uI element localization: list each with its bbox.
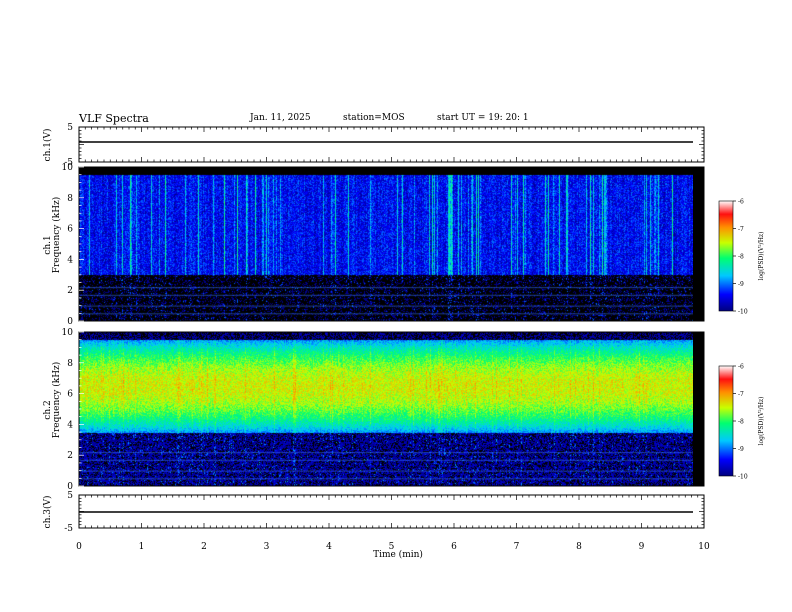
- x-tick-label: 7: [514, 542, 520, 552]
- station-label: station=MOS: [343, 113, 405, 123]
- colorbar-ch2-gradient: [718, 365, 734, 477]
- colorbar-tick-label: -6: [738, 364, 744, 371]
- colorbar-tick-label: -6: [738, 199, 744, 206]
- colorbar-tick-label: -10: [738, 474, 748, 481]
- x-tick-label: 2: [201, 542, 207, 552]
- y-tick-label: 6: [67, 390, 73, 400]
- chart-title: VLF Spectra: [79, 112, 149, 125]
- panel-ch1-voltage: [78, 126, 705, 163]
- ylabel-ch1-spectrogram-channel: ch.1: [43, 235, 53, 254]
- x-tick-label: 10: [698, 542, 710, 552]
- y-tick-label: 4: [67, 255, 73, 265]
- colorbar-tick-label: -10: [738, 309, 748, 316]
- y-tick-label: 2: [67, 451, 73, 461]
- y-tick-label: 4: [67, 420, 73, 430]
- y-tick-label: 10: [62, 163, 74, 173]
- y-tick-label: -5: [64, 158, 73, 168]
- y-tick-label: 8: [67, 194, 73, 204]
- colorbar-ch2: -6 -7 -8 -9 -10 log(PSD)(V²/Hz): [718, 364, 765, 481]
- ylabel-ch1-voltage: ch.1(V): [42, 129, 53, 162]
- y-tick-label: 8: [67, 359, 73, 369]
- x-tick-label: 6: [451, 542, 457, 552]
- x-tick-label: 4: [326, 542, 332, 552]
- x-tick-label: 8: [576, 542, 582, 552]
- colorbar-tick-label: -8: [738, 419, 744, 426]
- y-tick-label: 5: [67, 123, 73, 133]
- panel-ch3-voltage: [78, 494, 705, 529]
- ylabel-ch1-spectrogram-freq: Frequency (kHz): [51, 197, 62, 274]
- x-tick-label: 5: [389, 542, 395, 552]
- x-tick-label: 1: [139, 542, 145, 552]
- panel-ch2-spectrogram: [78, 331, 705, 487]
- ch2-spectrogram-image: [79, 332, 693, 486]
- x-tick-label: 3: [264, 542, 270, 552]
- colorbar-ch1-label: log(PSD)(V²/Hz): [758, 232, 765, 281]
- y-tick-label: 0: [67, 482, 73, 492]
- y-tick-label: 6: [67, 225, 73, 235]
- start-time-label: start UT = 19: 20: 1: [437, 113, 529, 123]
- y-tick-label: -5: [64, 524, 73, 534]
- date-label: Jan. 11, 2025: [250, 113, 311, 123]
- x-tick-label: 0: [76, 542, 82, 552]
- colorbar-ch1: -6 -7 -8 -9 -10 log(PSD)(V²/Hz): [718, 199, 765, 316]
- panel-ch1-spectrogram: [78, 166, 705, 322]
- colorbar-ch2-label: log(PSD)(V²/Hz): [758, 397, 765, 446]
- colorbar-tick-label: -7: [738, 226, 744, 233]
- colorbar-ch1-gradient: [718, 200, 734, 312]
- ylabel-ch3-voltage: ch.3(V): [42, 496, 53, 529]
- ylabel-ch2-spectrogram-freq: Frequency (kHz): [51, 362, 62, 439]
- y-tick-label: 2: [67, 286, 73, 296]
- colorbar-tick-label: -8: [738, 254, 744, 261]
- colorbar-tick-label: -9: [738, 281, 744, 288]
- colorbar-tick-label: -7: [738, 391, 744, 398]
- x-tick-label: 9: [639, 542, 645, 552]
- ylabel-ch2-spectrogram-channel: ch.2: [43, 400, 53, 419]
- ch1-spectrogram-image: [79, 167, 693, 321]
- y-tick-label: 5: [67, 491, 73, 501]
- panel-frame: [78, 126, 705, 163]
- y-tick-label: 0: [67, 317, 73, 327]
- colorbar-tick-label: -9: [738, 446, 744, 453]
- x-axis-label: Time (min): [373, 549, 423, 560]
- y-tick-label: 10: [62, 328, 74, 338]
